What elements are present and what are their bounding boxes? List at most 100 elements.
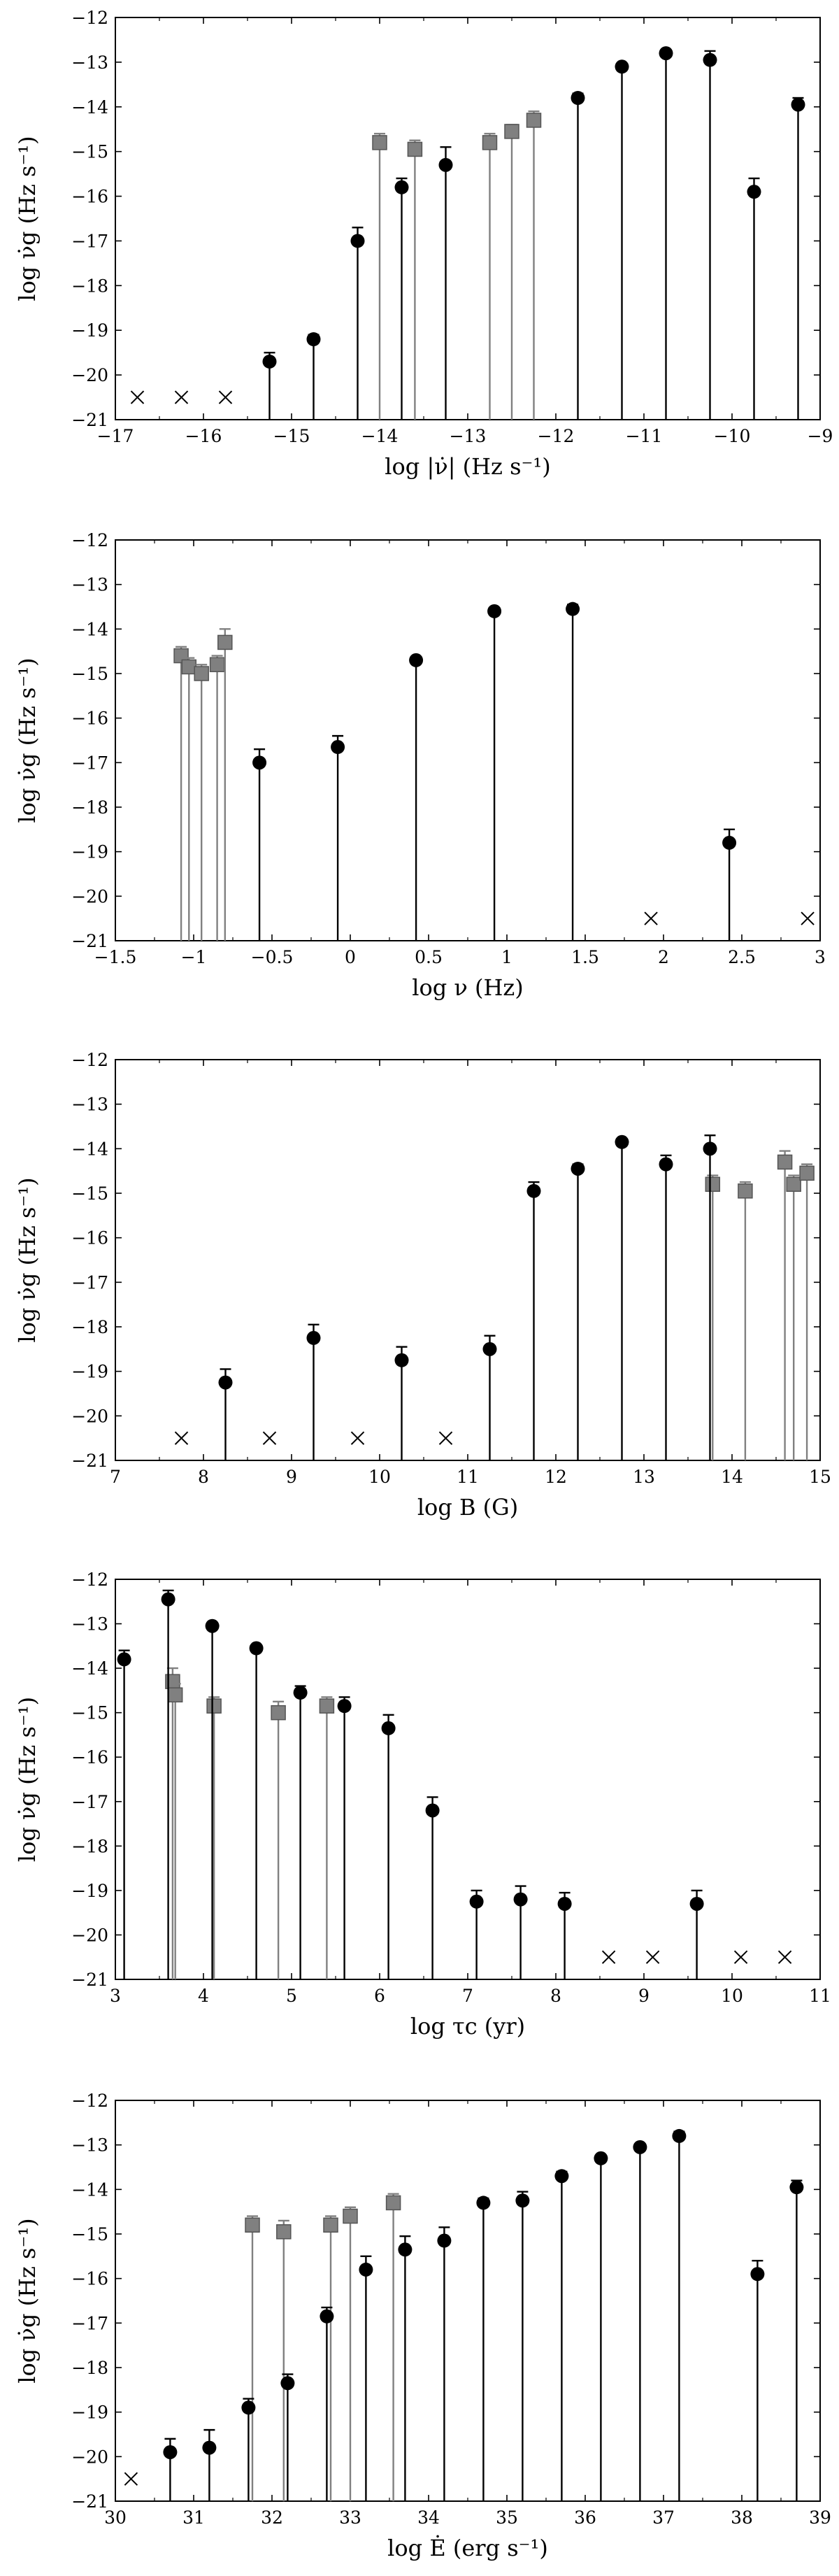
x-tick-label: 34 [417, 2507, 440, 2528]
data-point-circle [750, 2259, 765, 2501]
circle-marker [398, 2242, 413, 2257]
circle-marker [306, 1330, 321, 1345]
data-point-circle [202, 2428, 217, 2501]
data-point-square [372, 132, 387, 420]
circle-marker [689, 1896, 704, 1911]
cross-stroke [174, 1431, 189, 1445]
data-point-circle [515, 2191, 530, 2501]
square-marker [799, 1165, 815, 1181]
y-tick-label: −12 [71, 530, 108, 550]
circle-marker [703, 52, 717, 67]
panel-magnetic-field: 7 8 9 10 11 12 13 14 15 −21 −20 −19 −18 −17 −16 −15 −14 −… [14, 1050, 831, 1521]
y-tick-label: −15 [71, 2224, 108, 2244]
square-marker [372, 135, 387, 150]
y-tick-label: −19 [71, 2403, 108, 2423]
data-point-cross [130, 390, 145, 404]
data-point-circle [280, 2373, 295, 2501]
square-marker [173, 648, 189, 664]
plot-frame [115, 2100, 821, 2502]
circle-marker [394, 180, 409, 194]
x-tick-label: 32 [261, 2507, 283, 2528]
circle-marker [202, 2440, 217, 2455]
x-tick-label: 39 [809, 2507, 831, 2528]
x-tick-label: 1 [501, 947, 512, 967]
x-tick-label: 10 [721, 1986, 743, 2006]
data-point-circle [791, 97, 805, 420]
cross-stroke [438, 1431, 453, 1445]
y-tick-label: −14 [71, 619, 108, 639]
circle-marker [791, 97, 805, 112]
y-tick-label: −21 [71, 1451, 108, 1471]
square-marker [504, 124, 519, 139]
x-tick-label: 3 [110, 1986, 121, 2006]
data-point-square [319, 1696, 335, 1979]
y-tick-label: −17 [71, 231, 108, 251]
y-tick-label: −21 [71, 931, 108, 951]
square-marker [206, 1698, 222, 1714]
x-tick-label: 36 [574, 2507, 596, 2528]
data-point-circle [482, 1335, 497, 1460]
x-tick-label: 0.5 [415, 947, 443, 967]
x-tick-label: −15 [273, 426, 310, 446]
data-point-square [173, 646, 189, 941]
data-point-circle [306, 332, 321, 420]
y-tick-label: −14 [71, 1658, 108, 1679]
circle-marker [554, 2169, 569, 2184]
data-point-circle [557, 1891, 572, 1979]
y-axis-label: log ν̇g (Hz s⁻¹) [14, 1697, 41, 1862]
square-marker [786, 1176, 801, 1193]
circle-marker [331, 740, 345, 755]
data-point-circle [566, 602, 580, 941]
circle-marker [487, 604, 502, 618]
x-tick-label: 11 [457, 1467, 479, 1487]
data-point-circle [437, 2226, 452, 2501]
y-tick-label: −16 [71, 709, 108, 729]
x-axis-label: log τc (yr) [410, 2013, 525, 2040]
x-tick-label: −1.5 [94, 947, 137, 967]
x-tick-label: 7 [462, 1986, 473, 2006]
y-tick-label: −17 [71, 1792, 108, 1812]
y-tick-label: −21 [71, 410, 108, 430]
y-tick-label: −17 [71, 2313, 108, 2333]
plot-frame [115, 1059, 821, 1461]
x-tick-label: 0 [345, 947, 356, 967]
data-point-circle [476, 2196, 491, 2501]
data-point-square [181, 657, 197, 941]
cross-stroke [733, 1950, 748, 1964]
data-point-square [167, 1683, 183, 1979]
y-tick-label: −20 [71, 1925, 108, 1945]
circle-marker [252, 755, 267, 770]
panel-characteristic-age: 3 4 5 6 7 8 9 10 11 −21 −20 −19 −18 −17 −16 −15 −14 −13 −1… [14, 1570, 831, 2040]
y-tick-label: −15 [71, 1703, 108, 1723]
circle-marker [789, 2180, 804, 2195]
circle-marker [320, 2309, 334, 2324]
circle-marker [515, 2193, 530, 2208]
y-tick-label: −14 [71, 97, 108, 118]
square-marker [209, 657, 225, 673]
circle-marker [482, 1342, 497, 1356]
data-point-square [194, 664, 209, 941]
y-tick-label: −19 [71, 1881, 108, 1901]
x-tick-label: 3 [815, 947, 826, 967]
y-tick-label: −12 [71, 8, 108, 28]
y-axis-label: log ν̇g (Hz s⁻¹) [14, 136, 41, 301]
square-marker [343, 2208, 358, 2224]
x-tick-label: 2 [658, 947, 669, 967]
circle-marker [722, 835, 737, 850]
square-marker [276, 2224, 292, 2240]
y-tick-label: −19 [71, 1362, 108, 1382]
data-point-square [786, 1174, 801, 1460]
x-tick-label: −1 [181, 947, 207, 967]
circle-marker [615, 1134, 629, 1149]
data-point-circle [659, 1154, 673, 1460]
data-point-circle [425, 1796, 440, 1979]
circle-marker [615, 59, 629, 74]
data-point-cross [174, 1431, 189, 1445]
circle-marker [438, 157, 453, 172]
data-point-square [504, 124, 519, 420]
data-point-circle [689, 1889, 704, 1979]
y-tick-label: −14 [71, 2179, 108, 2200]
circle-marker [557, 1896, 572, 1911]
circle-marker [117, 1652, 131, 1667]
